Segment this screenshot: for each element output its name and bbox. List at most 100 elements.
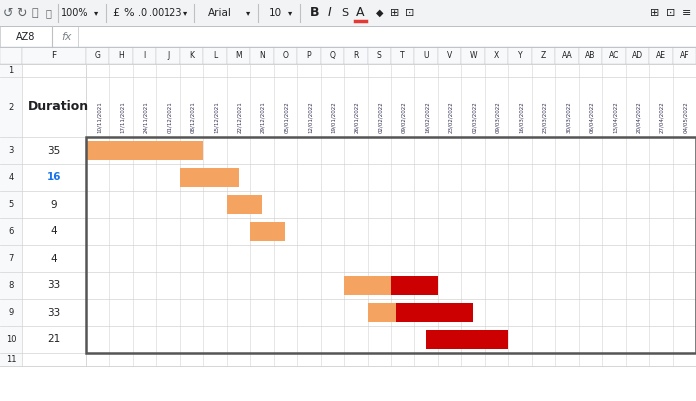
Text: 12/01/2022: 12/01/2022 (308, 101, 313, 133)
Bar (0, 191, 22, 218)
Text: 16/02/2022: 16/02/2022 (425, 101, 430, 133)
Text: 2: 2 (8, 103, 14, 111)
Text: H: H (118, 51, 124, 60)
Bar (0, 77, 22, 137)
Text: ≡: ≡ (682, 8, 692, 18)
Bar (367, 303, 407, 322)
Text: N: N (259, 51, 265, 60)
Bar (22, 272, 86, 299)
Bar (532, 47, 555, 64)
Text: T: T (400, 51, 405, 60)
Bar (22, 326, 86, 353)
Text: Arial: Arial (208, 8, 232, 18)
Text: 29/12/2021: 29/12/2021 (260, 101, 266, 133)
Text: Z: Z (541, 51, 546, 60)
Text: ⊞: ⊞ (650, 8, 660, 18)
Text: AD: AD (632, 51, 643, 60)
Text: fx: fx (61, 32, 71, 41)
Bar (391, 276, 438, 295)
Bar (86, 137, 696, 164)
Text: Q: Q (329, 51, 335, 60)
Bar (602, 47, 626, 64)
Text: 16: 16 (47, 172, 61, 182)
Text: 15/12/2021: 15/12/2021 (214, 101, 219, 133)
Bar (86, 191, 696, 218)
Bar (438, 47, 461, 64)
Bar (251, 47, 274, 64)
Text: 21: 21 (47, 334, 61, 344)
Text: P: P (306, 51, 311, 60)
Text: 10/11/2021: 10/11/2021 (97, 101, 102, 133)
Text: S: S (377, 51, 381, 60)
Text: 9: 9 (8, 308, 14, 317)
Text: 09/03/2022: 09/03/2022 (496, 101, 500, 133)
Bar (367, 47, 391, 64)
Text: ◆: ◆ (377, 8, 383, 18)
Text: 16/03/2022: 16/03/2022 (519, 101, 523, 133)
Bar (86, 218, 696, 245)
Bar (22, 218, 86, 245)
Bar (227, 47, 251, 64)
Text: 100%: 100% (61, 8, 89, 18)
Bar (344, 47, 367, 64)
Bar (180, 47, 203, 64)
Text: W: W (469, 51, 477, 60)
Bar (297, 47, 321, 64)
Text: AC: AC (609, 51, 619, 60)
Text: AA: AA (562, 51, 572, 60)
Text: J: J (167, 51, 169, 60)
Text: I: I (328, 6, 332, 20)
Text: 🖨: 🖨 (32, 8, 38, 18)
Text: L: L (213, 51, 217, 60)
Text: £: £ (113, 8, 120, 18)
Bar (0, 26, 696, 47)
Text: 3: 3 (8, 146, 14, 155)
Bar (0, 218, 22, 245)
Bar (22, 164, 86, 191)
Text: 05/01/2022: 05/01/2022 (284, 101, 289, 133)
Text: .0: .0 (139, 8, 148, 18)
Bar (0, 47, 696, 64)
Text: 🗂: 🗂 (45, 8, 51, 18)
Text: 9: 9 (51, 200, 57, 209)
Text: 26/01/2022: 26/01/2022 (354, 101, 359, 133)
Text: X: X (494, 51, 499, 60)
Text: 10: 10 (269, 8, 282, 18)
Bar (86, 164, 696, 191)
Text: 30/03/2022: 30/03/2022 (566, 101, 571, 133)
Bar (274, 47, 297, 64)
Text: 23/03/2022: 23/03/2022 (542, 101, 547, 133)
Text: ⊡: ⊡ (666, 8, 676, 18)
Text: 06/04/2022: 06/04/2022 (589, 101, 594, 133)
Bar (86, 47, 109, 64)
Bar (0, 299, 22, 326)
Text: 01/12/2021: 01/12/2021 (167, 101, 172, 133)
Text: K: K (189, 51, 194, 60)
Bar (203, 47, 227, 64)
Text: AE: AE (656, 51, 666, 60)
Text: U: U (423, 51, 429, 60)
Text: ▾: ▾ (288, 8, 292, 18)
Text: %: % (124, 8, 134, 18)
Text: F: F (52, 51, 56, 60)
Text: 02/02/2022: 02/02/2022 (378, 101, 383, 133)
Text: 4: 4 (51, 227, 57, 237)
Bar (86, 64, 696, 77)
Text: 17/11/2021: 17/11/2021 (120, 101, 125, 133)
Text: 24/11/2021: 24/11/2021 (143, 101, 148, 133)
Bar (0, 272, 22, 299)
Bar (22, 245, 86, 272)
Text: S: S (342, 8, 349, 18)
Text: 6: 6 (8, 227, 14, 236)
Text: AZ8: AZ8 (16, 32, 35, 41)
Text: AB: AB (585, 51, 596, 60)
Text: 04/05/2022: 04/05/2022 (683, 101, 688, 133)
Text: I: I (143, 51, 145, 60)
Bar (0, 0, 696, 26)
Bar (86, 245, 696, 272)
Bar (626, 47, 649, 64)
Text: O: O (283, 51, 288, 60)
Text: 09/02/2022: 09/02/2022 (402, 101, 406, 133)
Bar (22, 353, 86, 366)
Text: Duration: Duration (28, 101, 89, 113)
